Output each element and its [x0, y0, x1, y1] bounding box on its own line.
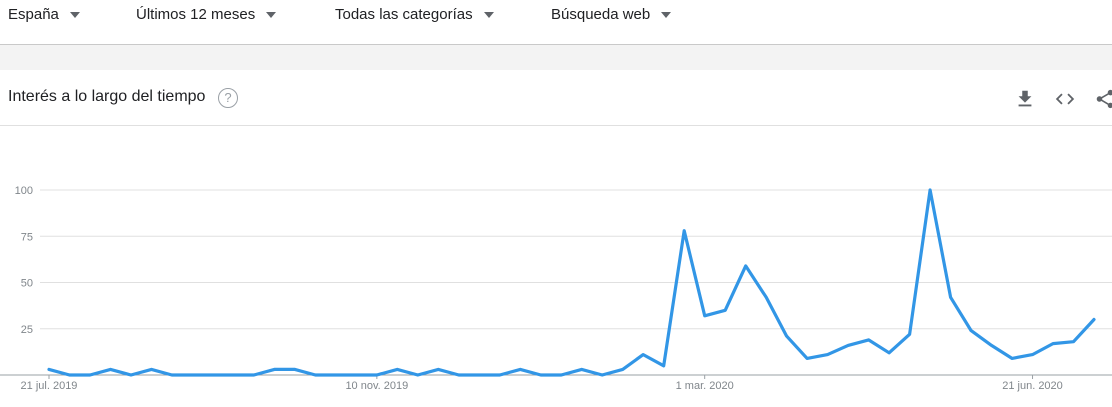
- interest-over-time-card: Interés a lo largo del tiempo ?: [0, 70, 1112, 407]
- search-type-label: Búsqueda web: [551, 5, 651, 23]
- period-label: Últimos 12 meses: [136, 5, 256, 23]
- caret-down-icon: [483, 12, 494, 18]
- y-tick-label: 50: [21, 278, 33, 290]
- x-tick-label: 1 mar. 2020: [676, 380, 734, 392]
- card-header-divider: [0, 125, 1112, 126]
- card-title: Interés a lo largo del tiempo: [8, 88, 206, 105]
- location-dropdown[interactable]: España: [8, 4, 80, 24]
- category-label: Todas las categorías: [335, 5, 473, 23]
- caret-down-icon: [69, 12, 80, 18]
- share-icon[interactable]: [1094, 88, 1112, 110]
- filter-bar: España Últimos 12 meses Todas las catego…: [0, 0, 1112, 44]
- y-tick-label: 75: [21, 231, 33, 243]
- search-type-dropdown[interactable]: Búsqueda web: [551, 4, 672, 24]
- x-tick-label: 10 nov. 2019: [345, 380, 408, 392]
- y-tick-label: 25: [21, 324, 33, 336]
- category-dropdown[interactable]: Todas las categorías: [335, 4, 494, 24]
- caret-down-icon: [266, 12, 277, 18]
- y-tick-label: 100: [15, 185, 33, 197]
- period-dropdown[interactable]: Últimos 12 meses: [136, 4, 277, 24]
- download-icon[interactable]: [1014, 88, 1036, 110]
- filter-divider: [0, 44, 1112, 45]
- caret-down-icon: [661, 12, 672, 18]
- x-tick-label: 21 jun. 2020: [1002, 380, 1063, 392]
- help-icon[interactable]: ?: [218, 88, 238, 108]
- section-gap: [0, 45, 1112, 70]
- x-tick-label: 21 jul. 2019: [21, 380, 78, 392]
- series-line: [47, 188, 1096, 377]
- location-label: España: [8, 5, 59, 23]
- embed-code-icon[interactable]: [1054, 88, 1076, 110]
